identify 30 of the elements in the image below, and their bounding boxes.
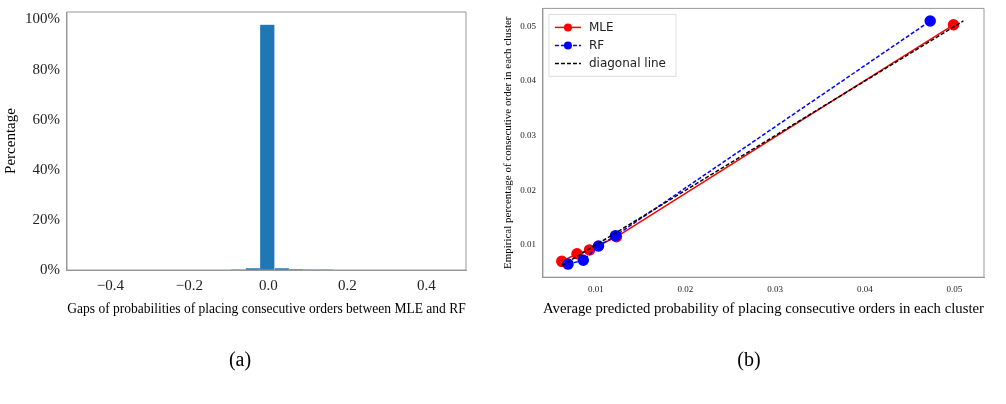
x-tick-label: 0.2 — [338, 276, 357, 293]
text: (a) — [227, 348, 253, 371]
x-tick-label: −0.2 — [175, 276, 204, 293]
legend-label: diagonal line — [588, 55, 666, 70]
x-tick-label: 0.4 — [417, 276, 437, 293]
y-tick-label: 0.03 — [520, 130, 537, 141]
x-axis-title: Gaps of probabilities of placing consecutive orders between MLE and RF — [67, 299, 466, 317]
y-tick-label: 0.05 — [520, 20, 537, 31]
x-tick-label: 0.05 — [946, 283, 963, 294]
x-axis-title: Average predicted probability of placing consecutive orders in each cluster — [543, 299, 984, 316]
y-axis-title: Empirical percentage of consecutive order in each cluster — [501, 16, 514, 270]
y-tick-label: 20% — [32, 210, 60, 227]
y-tick-label: 0.01 — [520, 239, 536, 250]
x-tick-label: 0.02 — [677, 283, 694, 294]
text: (b) — [736, 348, 762, 371]
legend-label: RF — [588, 37, 605, 52]
y-tick-label: 40% — [32, 160, 60, 177]
x-tick-label: −0.4 — [96, 276, 125, 293]
y-tick-label: 0% — [40, 260, 60, 277]
x-tick-label: 0.0 — [259, 276, 278, 293]
y-axis-title: Percentage — [1, 107, 18, 174]
y-tick-label: 0.02 — [520, 184, 536, 195]
x-tick-label: 0.01 — [587, 283, 604, 294]
y-tick-label: 100% — [25, 10, 60, 27]
y-tick-label: 60% — [32, 110, 60, 127]
legend-label: MLE — [588, 19, 614, 34]
x-tick-label: 0.04 — [856, 283, 874, 294]
x-tick-label: 0.03 — [767, 283, 784, 294]
y-tick-label: 0.04 — [520, 75, 537, 86]
y-tick-label: 80% — [32, 60, 60, 77]
